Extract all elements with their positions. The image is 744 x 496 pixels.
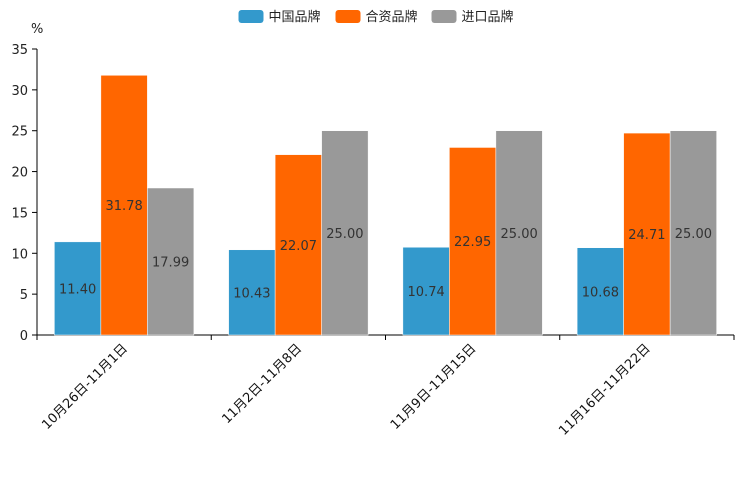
- legend-label: 中国品牌: [269, 9, 321, 25]
- legend-swatch: [238, 10, 264, 23]
- bar: [449, 147, 497, 336]
- bar-group: 11.40 31.78 17.99: [54, 75, 195, 336]
- x-category-label: 11月16日-11月22日: [556, 341, 653, 438]
- bar-value-label: 10.68: [582, 285, 619, 300]
- bar: [402, 246, 450, 336]
- bar-value-label: 22.95: [454, 235, 491, 250]
- bar: [321, 130, 369, 336]
- bar-group: 10.68 24.71 25.00: [576, 130, 717, 336]
- bar-value-label: 25.00: [501, 227, 538, 242]
- bar-value-label: 10.74: [408, 285, 445, 300]
- legend-item[interactable]: 中国品牌: [238, 9, 321, 25]
- bar-value-label: 25.00: [675, 227, 712, 242]
- y-tick-label: 5: [20, 288, 28, 303]
- bar-value-label: 10.43: [233, 286, 270, 301]
- y-tick-label: 25: [11, 125, 28, 140]
- y-tick-label: 35: [11, 43, 28, 58]
- bar-value-label: 22.07: [280, 239, 317, 254]
- bar-value-label: 11.40: [59, 282, 96, 297]
- bar: [54, 241, 102, 336]
- legend-label: 合资品牌: [366, 9, 418, 25]
- bar: [274, 154, 322, 336]
- x-category-label: 11月2日-11月8日: [219, 341, 305, 427]
- y-tick-label: 15: [11, 206, 28, 221]
- y-axis: 0 5 10 15 20 25 30 35: [11, 43, 38, 344]
- bar-value-label: 25.00: [326, 227, 363, 242]
- bar: [669, 130, 717, 336]
- legend-item[interactable]: 进口品牌: [431, 9, 514, 25]
- legend-swatch: [335, 10, 361, 23]
- bar-group: 10.74 22.95 25.00: [402, 130, 543, 336]
- bar: [576, 247, 624, 336]
- x-axis: 10月26日-11月1日 11月2日-11月8日 11月9日-11月15日 11月16…: [36, 334, 735, 439]
- y-tick-label: 0: [20, 329, 28, 344]
- legend-item[interactable]: 合资品牌: [335, 9, 418, 25]
- bar: [623, 132, 671, 336]
- y-tick-label: 20: [11, 166, 28, 181]
- legend-label: 进口品牌: [462, 9, 514, 25]
- legend-swatch: [431, 10, 457, 23]
- bar-group: 10.43 22.07 25.00: [228, 130, 369, 336]
- bars: 11.40 31.78 17.99 10.43 22.07 25.00 10.74 22.95…: [54, 75, 717, 336]
- y-tick-label: 10: [11, 247, 28, 262]
- y-tick-label: 30: [11, 84, 28, 99]
- bar: [228, 249, 276, 336]
- bar-value-label: 17.99: [152, 255, 189, 270]
- bar: [147, 187, 195, 336]
- bar-value-label: 31.78: [106, 199, 143, 214]
- y-axis-unit-label: %: [31, 22, 43, 37]
- bar-value-label: 24.71: [628, 228, 665, 243]
- x-category-label: 10月26日-11月1日: [39, 341, 131, 433]
- x-category-label: 11月9日-11月15日: [388, 341, 480, 433]
- legend: 中国品牌 合资品牌 进口品牌: [238, 9, 514, 25]
- bar: [495, 130, 543, 336]
